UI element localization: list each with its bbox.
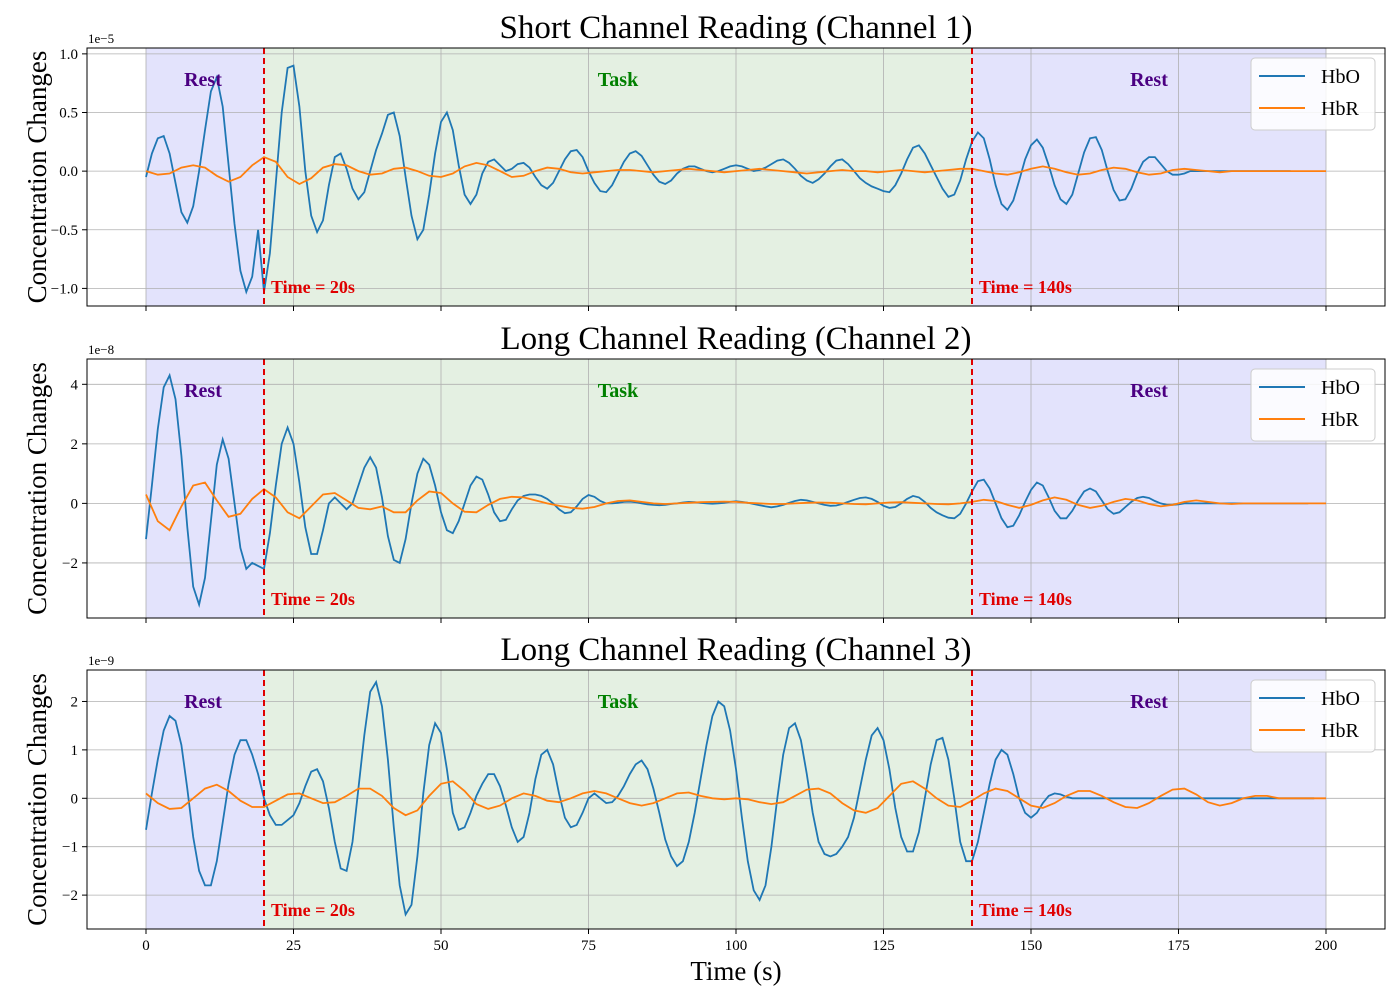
panel-2: Time = 20s Time = 140s Rest Task Rest −2 0 2 4 1e… [22, 321, 1386, 623]
y-tick-label: 0.0 [59, 164, 78, 180]
y-tick-label: 1 [71, 743, 79, 759]
x-tick-label: 50 [434, 938, 449, 954]
phase-label: Task [598, 380, 639, 402]
x-tick-label: 25 [286, 938, 301, 954]
y-tick-label: 2 [71, 694, 79, 710]
phase-label: Rest [184, 69, 222, 91]
legend: HbO HbR [1250, 57, 1376, 131]
x-tick-label: 125 [872, 938, 895, 954]
panel-title: Long Channel Reading (Channel 2) [500, 321, 971, 357]
legend-entry-hbr: HbR [1321, 720, 1359, 742]
series-line-hbo [145, 679, 1315, 917]
y-tick-label: 0 [71, 496, 79, 512]
phase-label: Rest [1130, 69, 1168, 91]
phase-label: Rest [1130, 380, 1168, 402]
phase-label: Rest [1130, 691, 1168, 713]
x-tick-label: 75 [581, 938, 596, 954]
marker-label: Time = 20s [271, 900, 355, 920]
marker-label: Time = 20s [271, 277, 355, 297]
x-tick-label: 0 [142, 938, 150, 954]
y-tick-label: 2 [71, 437, 79, 453]
legend-entry-hbo: HbO [1321, 377, 1360, 399]
y-tick-label: −1 [62, 840, 78, 856]
phase-region-task [264, 48, 972, 306]
y-tick-label: 1.0 [59, 47, 78, 63]
y-axis-multiplier: 1e−8 [88, 342, 114, 357]
y-tick-label: 4 [71, 377, 79, 393]
x-tick-label: 175 [1167, 938, 1190, 954]
series-line-hbr [145, 481, 1326, 532]
y-axis-multiplier: 1e−5 [88, 31, 114, 46]
legend-entry-hbo: HbO [1321, 688, 1360, 710]
marker-label: Time = 140s [979, 277, 1072, 297]
legend: HbO HbR [1250, 368, 1376, 442]
legend-entry-hbo: HbO [1321, 66, 1360, 88]
series-line-hbr [145, 780, 1326, 817]
panel-3: Time = 20s Time = 140s Rest Task Rest 0 25 50 75… [22, 632, 1386, 954]
panel-title: Short Channel Reading (Channel 1) [500, 10, 973, 46]
y-axis-label: Concentration Changes [22, 673, 52, 926]
phase-region-task [264, 359, 972, 618]
marker-label: Time = 20s [271, 589, 355, 609]
panel-1: Time = 20s Time = 140s Rest Task Rest −1.0 −0.… [22, 10, 1386, 311]
x-tick-label: 200 [1315, 938, 1338, 954]
y-axis-multiplier: 1e−9 [88, 653, 114, 668]
legend-entry-hbr: HbR [1321, 98, 1359, 120]
phase-label: Rest [184, 691, 222, 713]
phase-label: Task [598, 691, 639, 713]
phase-label: Task [598, 69, 639, 91]
x-tick-label: 100 [725, 938, 748, 954]
series-line-hbr [145, 156, 1326, 186]
y-tick-label: −1.0 [51, 281, 78, 297]
y-tick-label: 0 [71, 791, 79, 807]
y-tick-label: −0.5 [51, 223, 78, 239]
panel-title: Long Channel Reading (Channel 3) [500, 632, 971, 668]
legend: HbO HbR [1250, 679, 1376, 753]
x-axis-label: Time (s) [690, 956, 781, 986]
legend-entry-hbr: HbR [1321, 409, 1359, 431]
y-tick-label: −2 [62, 888, 78, 904]
marker-label: Time = 140s [979, 900, 1072, 920]
phase-label: Rest [184, 380, 222, 402]
x-tick-label: 150 [1020, 938, 1043, 954]
y-tick-label: −2 [62, 556, 78, 572]
marker-label: Time = 140s [979, 589, 1072, 609]
phase-region-rest [146, 48, 264, 306]
y-tick-label: 0.5 [59, 106, 78, 122]
y-axis-label: Concentration Changes [22, 362, 52, 615]
y-axis-label: Concentration Changes [22, 51, 52, 304]
